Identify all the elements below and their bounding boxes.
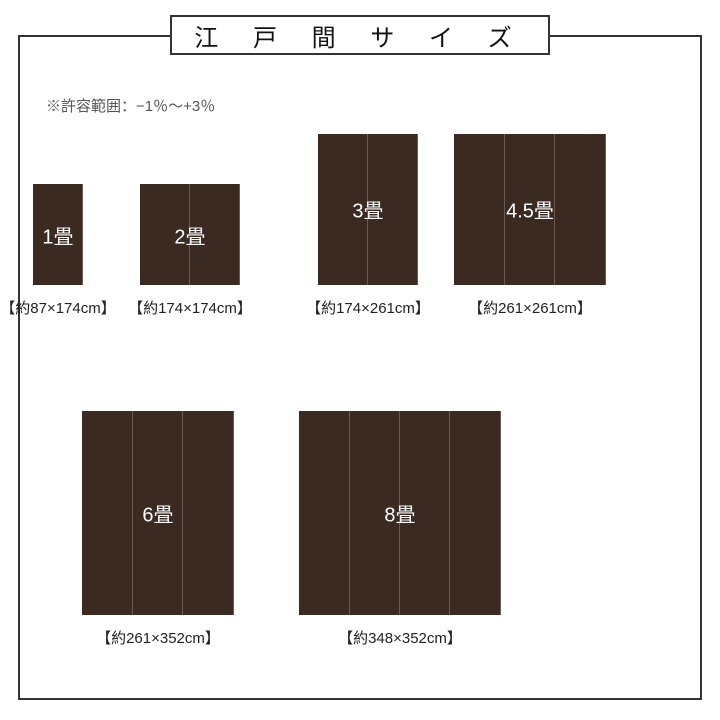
mat-item-m1: 1畳【約87×174cm】 <box>33 184 83 318</box>
mat-dim-label: 【約174×174cm】 <box>128 297 252 318</box>
mat-jo-label: 4.5畳 <box>454 195 605 224</box>
mat-item-m6: 6畳【約261×352cm】 <box>82 411 233 648</box>
mat-jo-label: 1畳 <box>33 220 83 249</box>
mat-dim-label: 【約174×261cm】 <box>306 297 430 318</box>
mat-item-m8: 8畳【約348×352cm】 <box>299 411 501 648</box>
mat-visual: 4.5畳 <box>454 134 605 285</box>
title-text: 江 戸 間 サ イ ズ <box>194 18 525 53</box>
mat-dim-label: 【約261×352cm】 <box>96 627 220 648</box>
mat-jo-label: 2畳 <box>140 220 241 249</box>
mat-dim-label: 【約87×174cm】 <box>0 297 115 318</box>
mat-visual: 2畳 <box>140 184 241 285</box>
mat-visual: 1畳 <box>33 184 83 285</box>
tolerance-note: ※許容範囲：−1％〜+3％ <box>46 95 215 116</box>
page-title: 江 戸 間 サ イ ズ <box>170 15 550 55</box>
mat-visual: 6畳 <box>82 411 233 615</box>
mat-dim-label: 【約348×352cm】 <box>338 627 462 648</box>
mat-visual: 8畳 <box>299 411 501 615</box>
mat-visual: 3畳 <box>318 134 419 285</box>
mat-item-m3: 3畳【約174×261cm】 <box>318 134 419 318</box>
mat-dim-label: 【約261×261cm】 <box>468 297 592 318</box>
mat-item-m2: 2畳【約174×174cm】 <box>140 184 241 318</box>
mat-jo-label: 6畳 <box>82 498 233 527</box>
mat-jo-label: 8畳 <box>299 498 501 527</box>
mat-item-m45: 4.5畳【約261×261cm】 <box>454 134 605 318</box>
mat-jo-label: 3畳 <box>318 195 419 224</box>
